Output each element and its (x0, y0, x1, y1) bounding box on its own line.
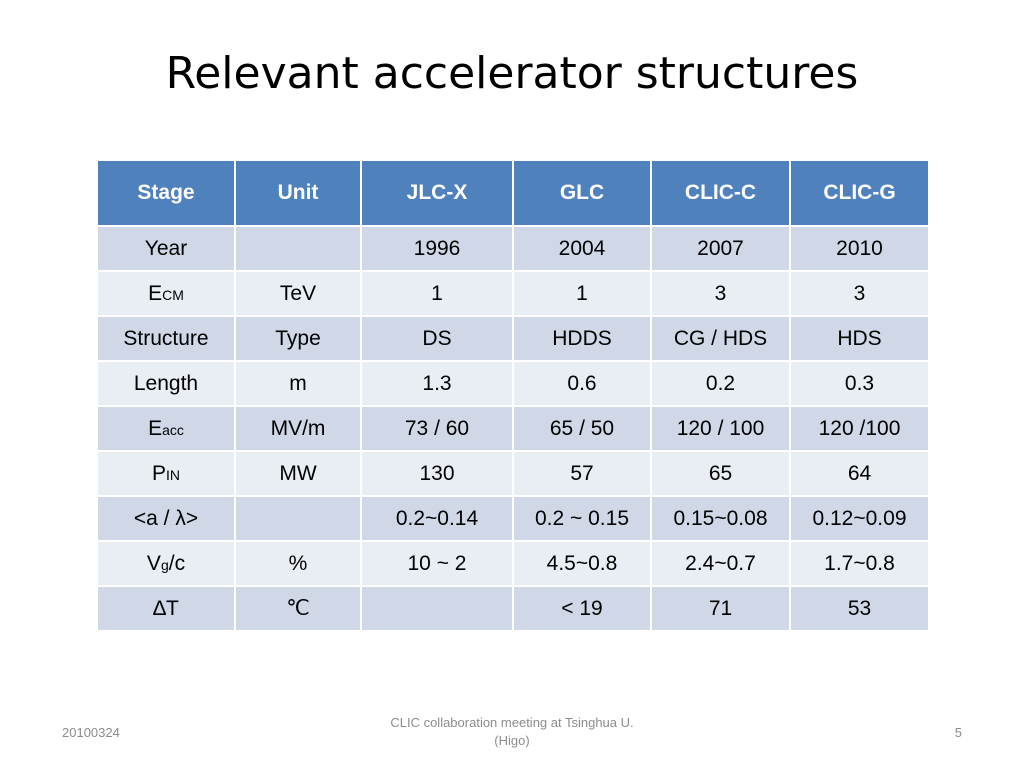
header-row: Stage Unit JLC-X GLC CLIC-C CLIC-G (96, 159, 930, 227)
table-row: Year 1996 2004 2007 2010 (96, 225, 930, 272)
unit-cell: MV/m (234, 405, 362, 452)
table-row: <a / λ> 0.2~0.14 0.2 ~ 0.15 0.15~0.08 0.… (96, 495, 930, 542)
stage-cell: Year (96, 225, 236, 272)
value-cell: 0.12~0.09 (789, 495, 930, 542)
value-cell: < 19 (512, 585, 652, 632)
value-cell: 3 (650, 270, 791, 317)
value-cell: 0.3 (789, 360, 930, 407)
stage-cell: Structure (96, 315, 236, 362)
value-cell: 0.15~0.08 (650, 495, 791, 542)
unit-cell: MW (234, 450, 362, 497)
table-row: Length m 1.3 0.6 0.2 0.3 (96, 360, 930, 407)
value-cell: 0.6 (512, 360, 652, 407)
unit-cell: m (234, 360, 362, 407)
unit-cell (234, 495, 362, 542)
footer-center: CLIC collaboration meeting at Tsinghua U… (312, 714, 712, 750)
stage-cell: Eacc (96, 405, 236, 452)
value-cell: 2004 (512, 225, 652, 272)
unit-cell: ℃ (234, 585, 362, 632)
value-cell: 130 (360, 450, 514, 497)
table-row: Structure Type DS HDDS CG / HDS HDS (96, 315, 930, 362)
footer-date: 20100324 (62, 725, 120, 740)
stage-cell: <a / λ> (96, 495, 236, 542)
value-cell: 65 (650, 450, 791, 497)
value-cell: 1996 (360, 225, 514, 272)
value-cell: 1 (512, 270, 652, 317)
value-cell: 120 /100 (789, 405, 930, 452)
stage-cell: ECM (96, 270, 236, 317)
header-unit: Unit (234, 159, 362, 227)
value-cell: 0.2 ~ 0.15 (512, 495, 652, 542)
value-cell: 53 (789, 585, 930, 632)
value-cell: 71 (650, 585, 791, 632)
value-cell: DS (360, 315, 514, 362)
value-cell: 2.4~0.7 (650, 540, 791, 587)
value-cell: 1.7~0.8 (789, 540, 930, 587)
value-cell: 120 / 100 (650, 405, 791, 452)
value-cell: 1.3 (360, 360, 514, 407)
header-jlc-x: JLC-X (360, 159, 514, 227)
value-cell: 2007 (650, 225, 791, 272)
stage-cell: Length (96, 360, 236, 407)
unit-cell: Type (234, 315, 362, 362)
accelerator-table: Stage Unit JLC-X GLC CLIC-C CLIC-G Year … (96, 159, 930, 632)
slide-title: Relevant accelerator structures (165, 48, 859, 99)
value-cell: 0.2~0.14 (360, 495, 514, 542)
stage-cell: Vg/c (96, 540, 236, 587)
header-clic-g: CLIC-G (789, 159, 930, 227)
table-row: ∆T ℃ < 19 71 53 (96, 585, 930, 632)
table-row: PIN MW 130 57 65 64 (96, 450, 930, 497)
unit-cell (234, 225, 362, 272)
table-row: Vg/c % 10 ~ 2 4.5~0.8 2.4~0.7 1.7~0.8 (96, 540, 930, 587)
stage-cell: PIN (96, 450, 236, 497)
stage-cell: ∆T (96, 585, 236, 632)
value-cell: 73 / 60 (360, 405, 514, 452)
value-cell (360, 585, 514, 632)
value-cell: 10 ~ 2 (360, 540, 514, 587)
value-cell: 0.2 (650, 360, 791, 407)
header-stage: Stage (96, 159, 236, 227)
header-clic-c: CLIC-C (650, 159, 791, 227)
unit-cell: TeV (234, 270, 362, 317)
unit-cell: % (234, 540, 362, 587)
value-cell: 3 (789, 270, 930, 317)
value-cell: HDS (789, 315, 930, 362)
value-cell: 57 (512, 450, 652, 497)
value-cell: CG / HDS (650, 315, 791, 362)
value-cell: 64 (789, 450, 930, 497)
value-cell: 4.5~0.8 (512, 540, 652, 587)
value-cell: 65 / 50 (512, 405, 652, 452)
footer-center-line2: (Higo) (494, 733, 530, 748)
value-cell: 1 (360, 270, 514, 317)
value-cell: HDDS (512, 315, 652, 362)
table-row: ECM TeV 1 1 3 3 (96, 270, 930, 317)
header-glc: GLC (512, 159, 652, 227)
table-row: Eacc MV/m 73 / 60 65 / 50 120 / 100 120 … (96, 405, 930, 452)
value-cell: 2010 (789, 225, 930, 272)
footer-center-line1: CLIC collaboration meeting at Tsinghua U… (390, 715, 634, 730)
page-number: 5 (954, 725, 962, 740)
